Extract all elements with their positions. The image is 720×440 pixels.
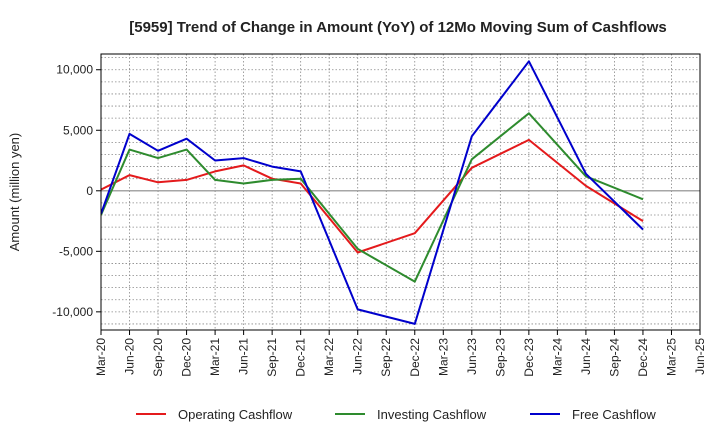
x-tick-label: Mar-22 xyxy=(322,338,336,376)
x-tick-label: Dec-23 xyxy=(522,338,536,377)
y-axis-label: Amount (million yen) xyxy=(7,133,22,252)
x-tick-label: Dec-20 xyxy=(180,338,194,377)
y-tick-label: 0 xyxy=(86,184,93,198)
y-tick-label: 5,000 xyxy=(63,123,93,137)
x-tick-label: Dec-22 xyxy=(408,338,422,377)
x-tick-label: Sep-24 xyxy=(607,338,621,377)
x-tick-label: Sep-23 xyxy=(493,338,507,377)
x-tick-label: Jun-25 xyxy=(693,338,707,375)
x-tick-label: Sep-20 xyxy=(151,338,165,377)
y-tick-labels: 10,000 5,000 0 -5,000 -10,000 xyxy=(52,63,101,319)
x-tick-labels: Mar-20 Jun-20 Sep-20 Dec-20 Mar-21 Jun-21 Sep-… xyxy=(94,330,707,377)
x-tick-label: Jun-20 xyxy=(123,338,137,375)
x-tick-label: Sep-22 xyxy=(379,338,393,377)
grid-lines xyxy=(101,54,700,330)
x-tick-label: Dec-24 xyxy=(636,338,650,377)
x-tick-label: Mar-20 xyxy=(94,338,108,376)
legend-label-free-cashflow: Free Cashflow xyxy=(572,407,656,422)
legend-label-investing-cashflow: Investing Cashflow xyxy=(377,407,487,422)
series-lines xyxy=(101,60,644,325)
legend: Operating Cashflow Investing Cashflow Free… xyxy=(136,407,656,422)
x-tick-label: Jun-23 xyxy=(465,338,479,375)
series-line-investing-cashflow xyxy=(101,112,644,283)
x-tick-label: Sep-21 xyxy=(265,338,279,377)
x-tick-label: Mar-21 xyxy=(208,338,222,376)
series-line-operating-cashflow xyxy=(101,138,644,254)
x-tick-label: Mar-25 xyxy=(664,338,678,376)
x-tick-label: Jun-22 xyxy=(351,338,365,375)
chart-title: [5959] Trend of Change in Amount (YoY) o… xyxy=(129,19,667,36)
x-tick-label: Jun-24 xyxy=(579,338,593,375)
legend-label-operating-cashflow: Operating Cashflow xyxy=(178,407,293,422)
y-tick-label: -10,000 xyxy=(52,305,93,319)
x-tick-label: Jun-21 xyxy=(237,338,251,375)
y-tick-label: 10,000 xyxy=(56,63,93,77)
x-tick-label: Mar-23 xyxy=(436,338,450,376)
series-line-free-cashflow xyxy=(101,60,644,325)
x-tick-label: Dec-21 xyxy=(294,338,308,377)
plot-frame xyxy=(100,53,701,331)
x-tick-label: Mar-24 xyxy=(550,338,564,376)
y-tick-label: -5,000 xyxy=(59,244,93,258)
